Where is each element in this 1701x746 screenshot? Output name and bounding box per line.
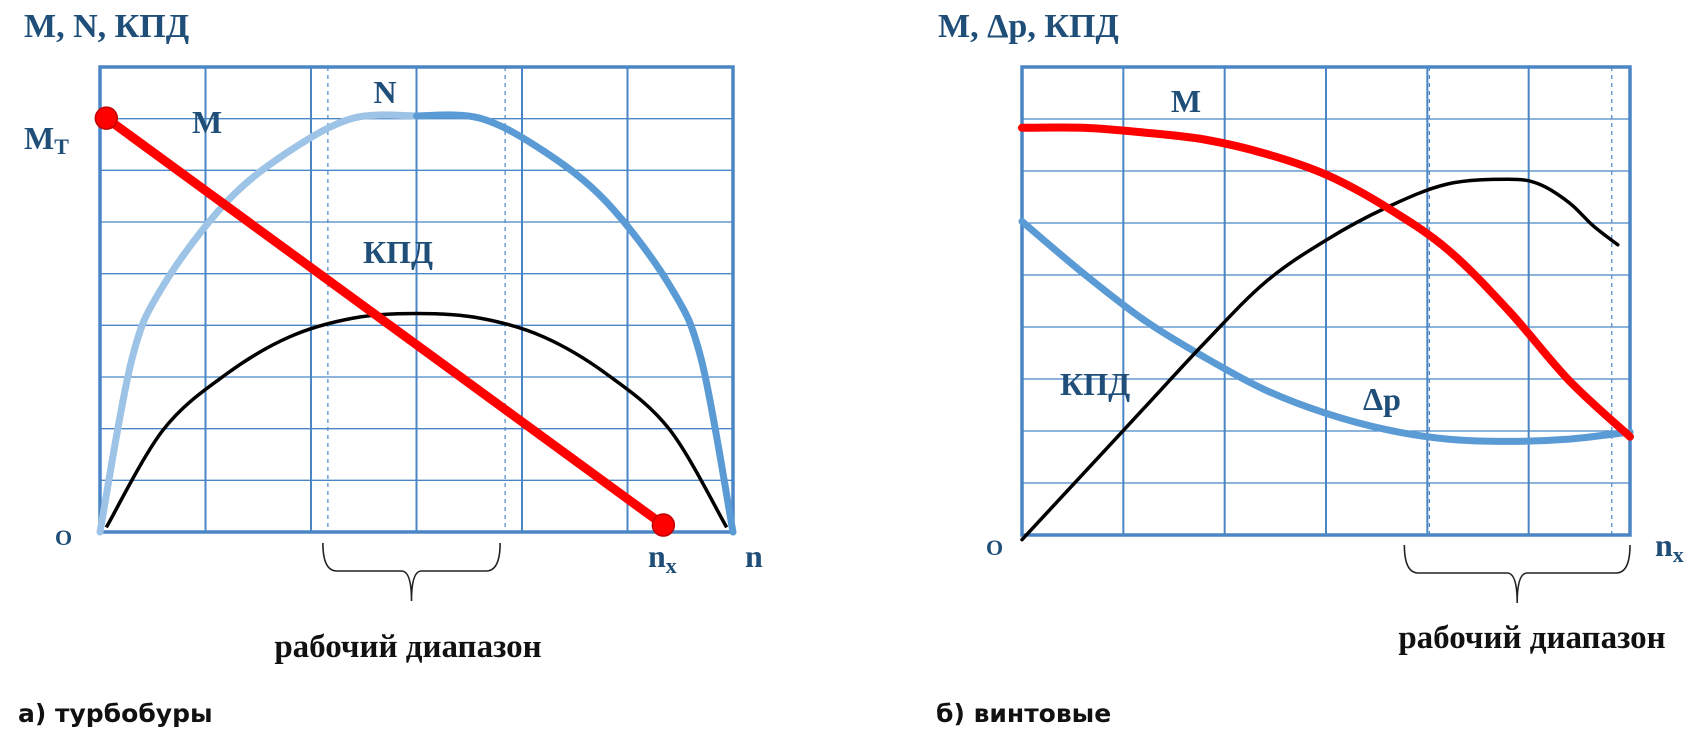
- point-M-start: [94, 106, 119, 130]
- series-kpd-line: [104, 311, 729, 529]
- x-marker-main: n: [648, 538, 666, 574]
- working-range-brace: [322, 542, 501, 602]
- y-marker-main: M: [24, 120, 54, 156]
- origin-label: O: [55, 525, 72, 550]
- panel-caption: б) винтовые: [936, 699, 1111, 728]
- chart-panel-turbodrills: M, N, КПД N M КПД MT O nx n рабочий диап…: [18, 8, 763, 728]
- x-marker-sub: x: [666, 553, 677, 578]
- chart-title: M, N, КПД: [24, 8, 189, 45]
- working-range-brace: [1403, 544, 1631, 604]
- series-N-falling: [413, 111, 737, 536]
- y-marker-sub: T: [54, 134, 69, 159]
- x-axis-label: n: [745, 538, 763, 574]
- series-N-rising: [96, 111, 420, 536]
- chart-marks: [94, 106, 737, 537]
- grid: [98, 65, 735, 534]
- chart-panel-screw: M, Δp, КПД M КПД Δp O nx рабочий диапазо…: [936, 8, 1684, 728]
- chart-marks: [1018, 123, 1634, 542]
- series-M-line: [1018, 123, 1634, 441]
- origin-label: O: [986, 535, 1003, 560]
- series-kpd-line: [1020, 177, 1620, 542]
- series-dp-line: [1018, 217, 1634, 445]
- series-label-M: M: [192, 104, 222, 140]
- series-label-N: N: [373, 74, 396, 110]
- point-M-end: [651, 513, 676, 537]
- working-range-label: рабочий диапазон: [274, 629, 541, 665]
- y-marker-label: MT: [24, 120, 69, 159]
- series-label-dp: Δp: [1363, 381, 1401, 417]
- series-label-M: M: [1171, 83, 1201, 119]
- series-M-line: [101, 113, 668, 530]
- x-marker-label: nx: [648, 538, 677, 578]
- panel-caption: а) турбобуры: [18, 699, 213, 728]
- series-label-kpd: КПД: [1060, 366, 1130, 402]
- series-label-kpd: КПД: [363, 234, 433, 270]
- plot-frame: [98, 65, 735, 534]
- working-range-label: рабочий диапазон: [1398, 620, 1665, 656]
- plot-frame: [1020, 65, 1632, 537]
- x-axis-main: n: [1655, 527, 1673, 563]
- x-axis-sub: x: [1673, 542, 1684, 567]
- x-axis-label: nx: [1655, 527, 1684, 567]
- chart-title: M, Δp, КПД: [938, 8, 1119, 45]
